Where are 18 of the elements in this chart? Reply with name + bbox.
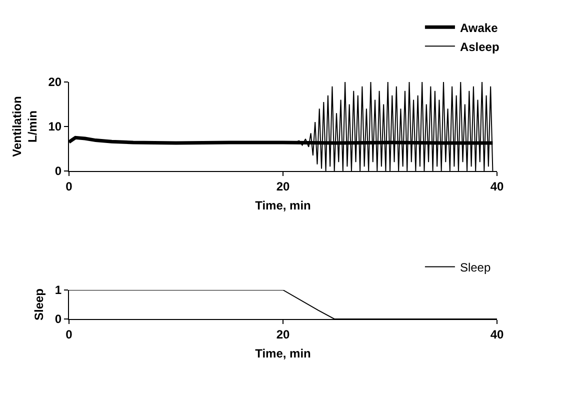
x-tick-label: 0: [66, 327, 73, 342]
legend-label: Sleep: [460, 260, 491, 274]
x-tick-label: 40: [490, 327, 504, 342]
y-tick-label: 10: [48, 120, 62, 134]
y-tick-label: 20: [48, 75, 62, 90]
x-tick-label: 20: [276, 179, 290, 194]
legend-label: Asleep: [460, 40, 500, 54]
y-tick-label: 1: [54, 283, 62, 298]
y-tick-label: 0: [54, 164, 62, 178]
y-axis-title: Ventilation L/min: [10, 96, 40, 157]
x-axis-title: Time, min: [255, 198, 311, 212]
y-tick-label: 0: [54, 312, 62, 326]
x-tick-label: 20: [276, 327, 290, 342]
legend-label: Awake: [460, 20, 498, 35]
y-axis-title: Sleep: [32, 288, 46, 321]
x-tick-label: 40: [490, 179, 504, 194]
x-axis-title: Time, min: [255, 346, 311, 360]
x-tick-label: 0: [66, 179, 73, 194]
